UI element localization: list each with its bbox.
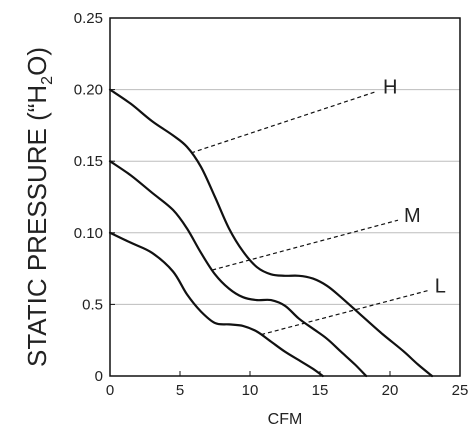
y-axis-title-end: O) bbox=[22, 47, 52, 76]
y-axis-title: STATIC PRESSURE (“H2O) bbox=[22, 47, 56, 367]
x-tick-label: 0 bbox=[106, 382, 114, 399]
y-axis-title-main: STATIC PRESSURE (“H bbox=[22, 85, 52, 367]
series-label-H: H bbox=[383, 76, 397, 98]
leader-line-H bbox=[191, 90, 378, 154]
x-tick-label: 10 bbox=[242, 382, 259, 399]
y-tick-label: 0 bbox=[95, 368, 103, 385]
y-tick-label: 0.20 bbox=[74, 82, 103, 99]
y-tick-label: 0.15 bbox=[74, 153, 103, 170]
series-line-M bbox=[108, 160, 368, 378]
x-tick-label: 20 bbox=[382, 382, 399, 399]
gridlines bbox=[110, 89, 460, 305]
plot-border bbox=[109, 17, 461, 377]
y-tick-label: 0.10 bbox=[74, 225, 103, 242]
series-curves bbox=[108, 88, 434, 378]
x-tick-label: 15 bbox=[312, 382, 329, 399]
y-tick-label: 0.25 bbox=[74, 10, 103, 27]
plot-frame bbox=[109, 17, 461, 377]
y-axis-title-subscript: 2 bbox=[39, 76, 56, 85]
series-labels: H M L bbox=[383, 76, 446, 297]
series-label-L: L bbox=[435, 275, 446, 297]
tick-labels: 0 5 10 15 20 25 0 0.5 0.10 0.15 0.20 0.25 bbox=[74, 10, 469, 399]
leader-lines bbox=[191, 90, 429, 336]
series-line-H bbox=[108, 88, 434, 378]
leader-line-M bbox=[212, 219, 399, 271]
x-axis-title: CFM bbox=[268, 411, 303, 428]
y-tick-label: 0.5 bbox=[82, 296, 103, 313]
series-label-M: M bbox=[404, 205, 421, 227]
series-line-L bbox=[108, 231, 324, 378]
x-tick-label: 25 bbox=[452, 382, 469, 399]
leader-line-L bbox=[261, 289, 429, 336]
x-tick-label: 5 bbox=[176, 382, 184, 399]
